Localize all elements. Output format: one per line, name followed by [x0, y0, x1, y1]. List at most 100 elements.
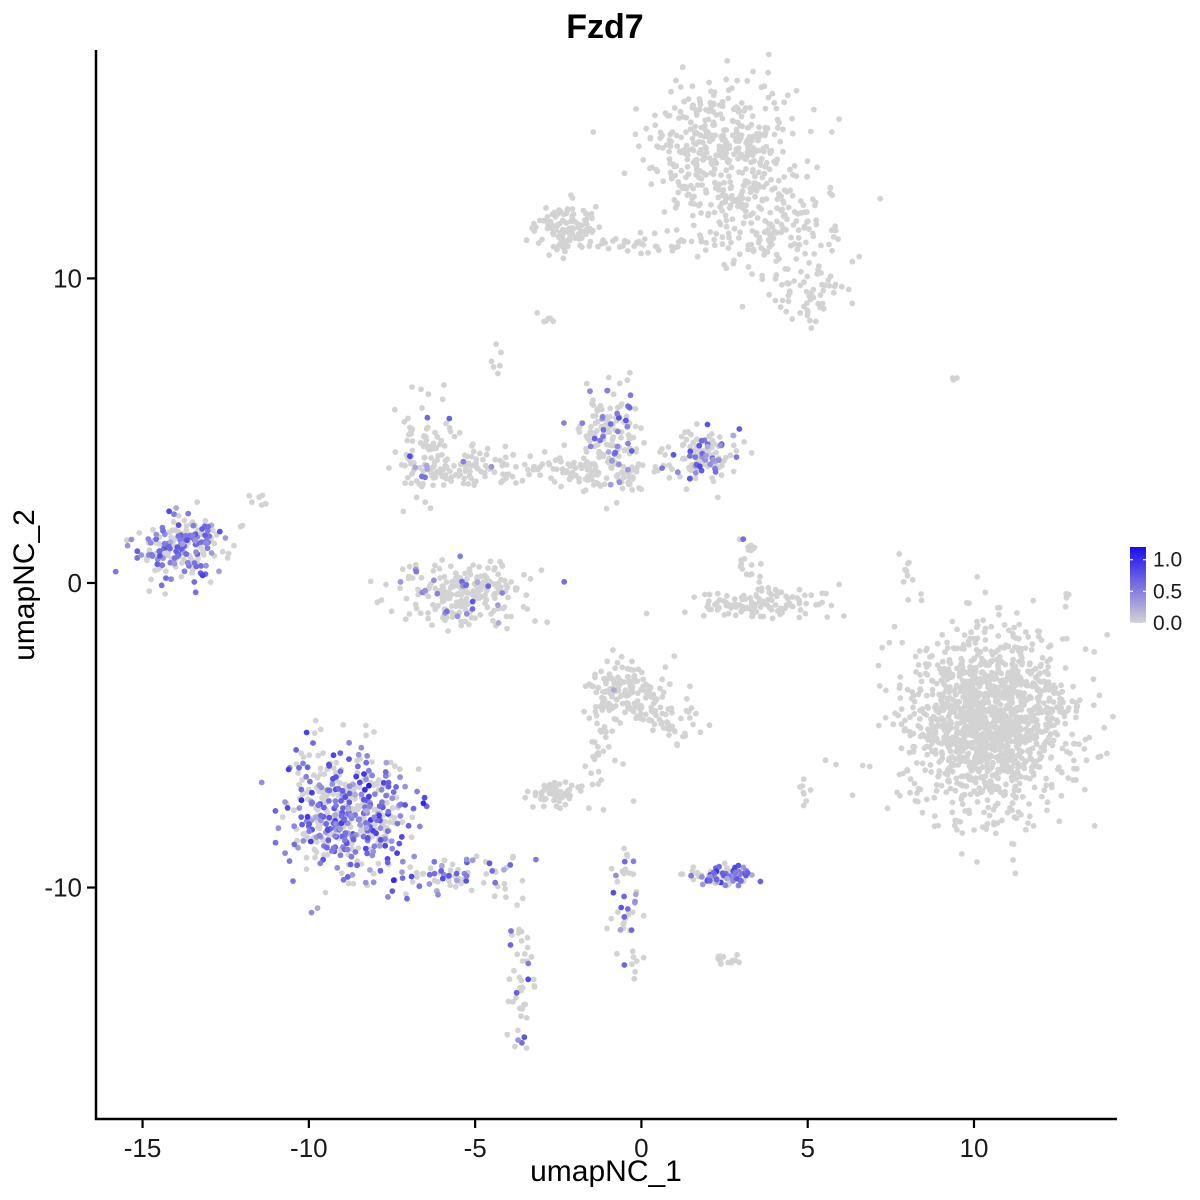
- data-point-3773: [531, 984, 538, 990]
- data-point-2149: [992, 722, 998, 729]
- data-point-3588: [692, 710, 699, 717]
- data-point-3213: [722, 454, 729, 461]
- data-point-4135: [356, 779, 363, 786]
- data-point-1889: [897, 695, 904, 701]
- data-point-4049: [333, 802, 339, 809]
- data-point-1905: [997, 732, 1003, 739]
- data-point-726: [565, 243, 571, 250]
- data-point-187: [635, 143, 642, 150]
- data-point-4150: [384, 828, 391, 834]
- data-point-3798: [736, 959, 742, 966]
- data-point-372: [745, 196, 752, 203]
- data-point-349: [725, 143, 732, 149]
- data-point-508: [750, 210, 756, 217]
- data-point-3580: [674, 742, 681, 749]
- data-point-2584: [403, 891, 409, 897]
- data-point-1560: [1030, 597, 1037, 604]
- data-point-949: [910, 704, 916, 711]
- data-point-3443: [630, 667, 637, 673]
- data-point-4091: [335, 785, 342, 792]
- data-point-202: [678, 167, 685, 174]
- data-point-4222: [438, 868, 445, 874]
- data-point-229: [750, 133, 757, 140]
- data-point-4273: [579, 420, 586, 426]
- data-point-3345: [768, 606, 775, 613]
- data-point-1280: [1026, 737, 1033, 743]
- data-point-3937: [166, 543, 172, 550]
- data-point-3767: [513, 994, 519, 1001]
- data-point-4195: [389, 888, 396, 894]
- data-point-3000: [592, 413, 599, 419]
- data-point-4076: [342, 794, 349, 800]
- data-point-3189: [727, 452, 734, 459]
- data-point-1512: [1040, 700, 1047, 706]
- data-point-2591: [468, 887, 475, 894]
- data-point-2924: [521, 571, 527, 578]
- data-point-1219: [1022, 629, 1029, 635]
- data-point-4264: [561, 420, 567, 426]
- data-point-3480: [604, 658, 611, 665]
- data-point-2374: [389, 805, 396, 811]
- data-point-2588: [510, 853, 516, 860]
- data-point-772: [624, 239, 631, 245]
- data-point-469: [759, 197, 766, 204]
- data-point-3616: [620, 761, 626, 767]
- data-point-3259: [741, 439, 747, 445]
- data-point-1200: [884, 805, 891, 812]
- data-point-2179: [1059, 636, 1066, 642]
- data-point-600: [827, 273, 834, 280]
- data-point-4227: [411, 853, 418, 860]
- data-point-2851: [544, 619, 551, 626]
- data-point-1976: [986, 812, 993, 819]
- data-point-2617: [402, 480, 409, 487]
- data-point-632: [786, 280, 792, 287]
- data-point-1576: [981, 629, 988, 636]
- data-point-3979: [307, 778, 313, 785]
- data-point-4039: [371, 843, 378, 850]
- data-point-1968: [934, 723, 941, 729]
- data-point-566: [835, 236, 841, 243]
- data-point-1990: [992, 803, 999, 809]
- data-point-4014: [364, 850, 370, 857]
- data-point-3258: [665, 444, 672, 450]
- data-point-897: [904, 686, 911, 693]
- data-point-3967: [326, 787, 333, 794]
- data-point-2478: [383, 799, 390, 806]
- data-point-2587: [458, 879, 465, 886]
- data-point-2903: [367, 578, 374, 585]
- data-point-2098: [1013, 794, 1019, 800]
- data-point-1528: [939, 751, 946, 758]
- data-point-3615: [586, 681, 593, 688]
- data-point-2521: [355, 804, 362, 811]
- data-point-341: [769, 90, 776, 97]
- data-point-2046: [1009, 800, 1016, 807]
- data-point-3385: [823, 590, 829, 597]
- data-point-280: [761, 170, 768, 177]
- data-point-695: [543, 205, 549, 211]
- data-point-4381: [628, 927, 635, 933]
- data-point-1671: [935, 822, 942, 829]
- data-point-588: [808, 325, 815, 331]
- data-point-2751: [502, 443, 509, 450]
- data-point-1681: [1033, 734, 1040, 741]
- data-point-4146: [385, 779, 392, 786]
- data-point-1043: [849, 792, 856, 799]
- data-point-2918: [454, 574, 461, 581]
- data-point-365: [751, 158, 757, 164]
- data-point-3208: [666, 474, 673, 481]
- data-point-2386: [324, 851, 331, 858]
- data-point-150: [774, 125, 781, 131]
- data-point-1598: [911, 698, 918, 705]
- data-point-1587: [999, 817, 1005, 824]
- data-point-2469: [337, 780, 343, 786]
- data-point-4244: [454, 613, 461, 620]
- data-point-3814: [900, 578, 907, 585]
- data-point-4223: [453, 870, 460, 877]
- data-point-2294: [224, 555, 231, 561]
- data-point-1323: [928, 720, 935, 727]
- data-point-3491: [671, 653, 678, 659]
- data-point-2132: [997, 742, 1003, 749]
- data-point-1949: [993, 694, 999, 701]
- data-point-4011: [295, 844, 301, 851]
